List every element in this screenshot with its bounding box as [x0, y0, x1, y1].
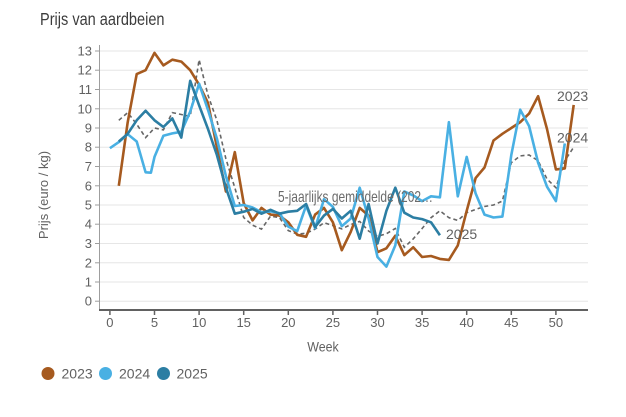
svg-text:2: 2 — [85, 255, 92, 270]
svg-text:11: 11 — [79, 82, 93, 97]
svg-text:45: 45 — [504, 315, 518, 330]
svg-text:Prijs (euro / kg): Prijs (euro / kg) — [36, 151, 51, 239]
svg-text:3: 3 — [85, 236, 92, 251]
svg-text:2025: 2025 — [446, 226, 477, 242]
svg-text:15: 15 — [236, 315, 250, 330]
svg-text:10: 10 — [78, 101, 92, 116]
svg-text:40: 40 — [459, 315, 473, 330]
svg-text:30: 30 — [370, 315, 384, 330]
svg-text:Week: Week — [307, 339, 339, 355]
svg-text:20: 20 — [281, 315, 295, 330]
svg-text:12: 12 — [78, 63, 92, 78]
svg-text:50: 50 — [549, 315, 563, 330]
svg-text:0: 0 — [85, 294, 92, 309]
svg-text:8: 8 — [85, 140, 92, 155]
svg-text:5: 5 — [85, 198, 92, 213]
svg-text:9: 9 — [85, 121, 92, 136]
svg-text:25: 25 — [326, 315, 340, 330]
svg-text:13: 13 — [78, 44, 92, 59]
svg-text:2025: 2025 — [177, 366, 208, 382]
svg-text:2023: 2023 — [62, 366, 93, 382]
svg-text:5: 5 — [151, 315, 158, 330]
svg-text:Prijs van aardbeien: Prijs van aardbeien — [40, 9, 165, 29]
svg-text:1: 1 — [85, 275, 92, 290]
svg-text:2023: 2023 — [557, 88, 588, 104]
svg-text:2024: 2024 — [557, 130, 588, 146]
svg-text:2024: 2024 — [119, 366, 150, 382]
svg-text:10: 10 — [192, 315, 206, 330]
svg-text:6: 6 — [85, 178, 92, 193]
svg-text:35: 35 — [415, 315, 429, 330]
svg-text:7: 7 — [85, 159, 92, 174]
svg-text:0: 0 — [106, 315, 113, 330]
svg-text:5-jaarlijks gemiddelde (202…: 5-jaarlijks gemiddelde (202… — [278, 189, 433, 206]
svg-text:4: 4 — [85, 217, 92, 232]
